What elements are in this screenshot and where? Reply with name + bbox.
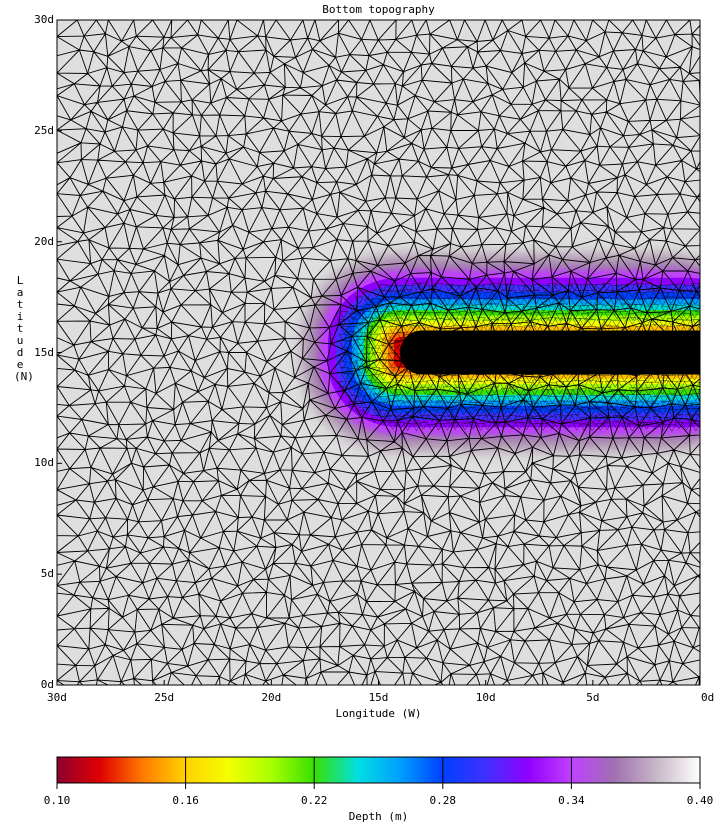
y-tick-label: 15d	[34, 345, 54, 359]
y-tick-label: 20d	[34, 234, 54, 248]
y-tick-label: 5d	[40, 567, 54, 581]
colorbar-tick-label: 0.10	[43, 794, 71, 807]
y-tick-label: 0d	[40, 678, 54, 691]
colorbar-tick-label: 0.28	[429, 794, 457, 807]
colorbar-ticks	[56, 757, 701, 789]
x-tick-label: 5d	[586, 691, 600, 704]
y-tick-label: 10d	[34, 456, 54, 470]
x-tick-label: 15d	[368, 691, 389, 704]
colorbar-tick-label: 0.34	[558, 794, 585, 807]
x-tick-label: 25d	[154, 691, 175, 704]
y-tick-label: 30d	[34, 13, 54, 26]
colorbar-tick-label: 0.22	[300, 794, 328, 807]
x-tick-label: 10d	[475, 691, 496, 704]
y-tick-label: 25d	[34, 123, 54, 137]
colorbar-tick-label: 0.40	[686, 794, 714, 807]
colorbar-gradient	[56, 756, 701, 784]
x-axis-ticks	[56, 680, 701, 685]
x-tick-label: 0d	[701, 691, 715, 704]
triangular-mesh	[57, 20, 700, 685]
x-tick-label: 20d	[261, 691, 282, 704]
x-axis-label: Longitude (W)	[335, 707, 422, 720]
y-axis-ticks	[57, 19, 62, 686]
mesh-triangles	[57, 20, 700, 685]
map-title: Bottom topography	[322, 3, 435, 16]
x-tick-label: 30d	[47, 691, 67, 704]
colorbar-label: Depth (m)	[348, 810, 409, 823]
colorbar-tick-label: 0.16	[172, 794, 199, 807]
mesh-refined	[338, 282, 700, 432]
